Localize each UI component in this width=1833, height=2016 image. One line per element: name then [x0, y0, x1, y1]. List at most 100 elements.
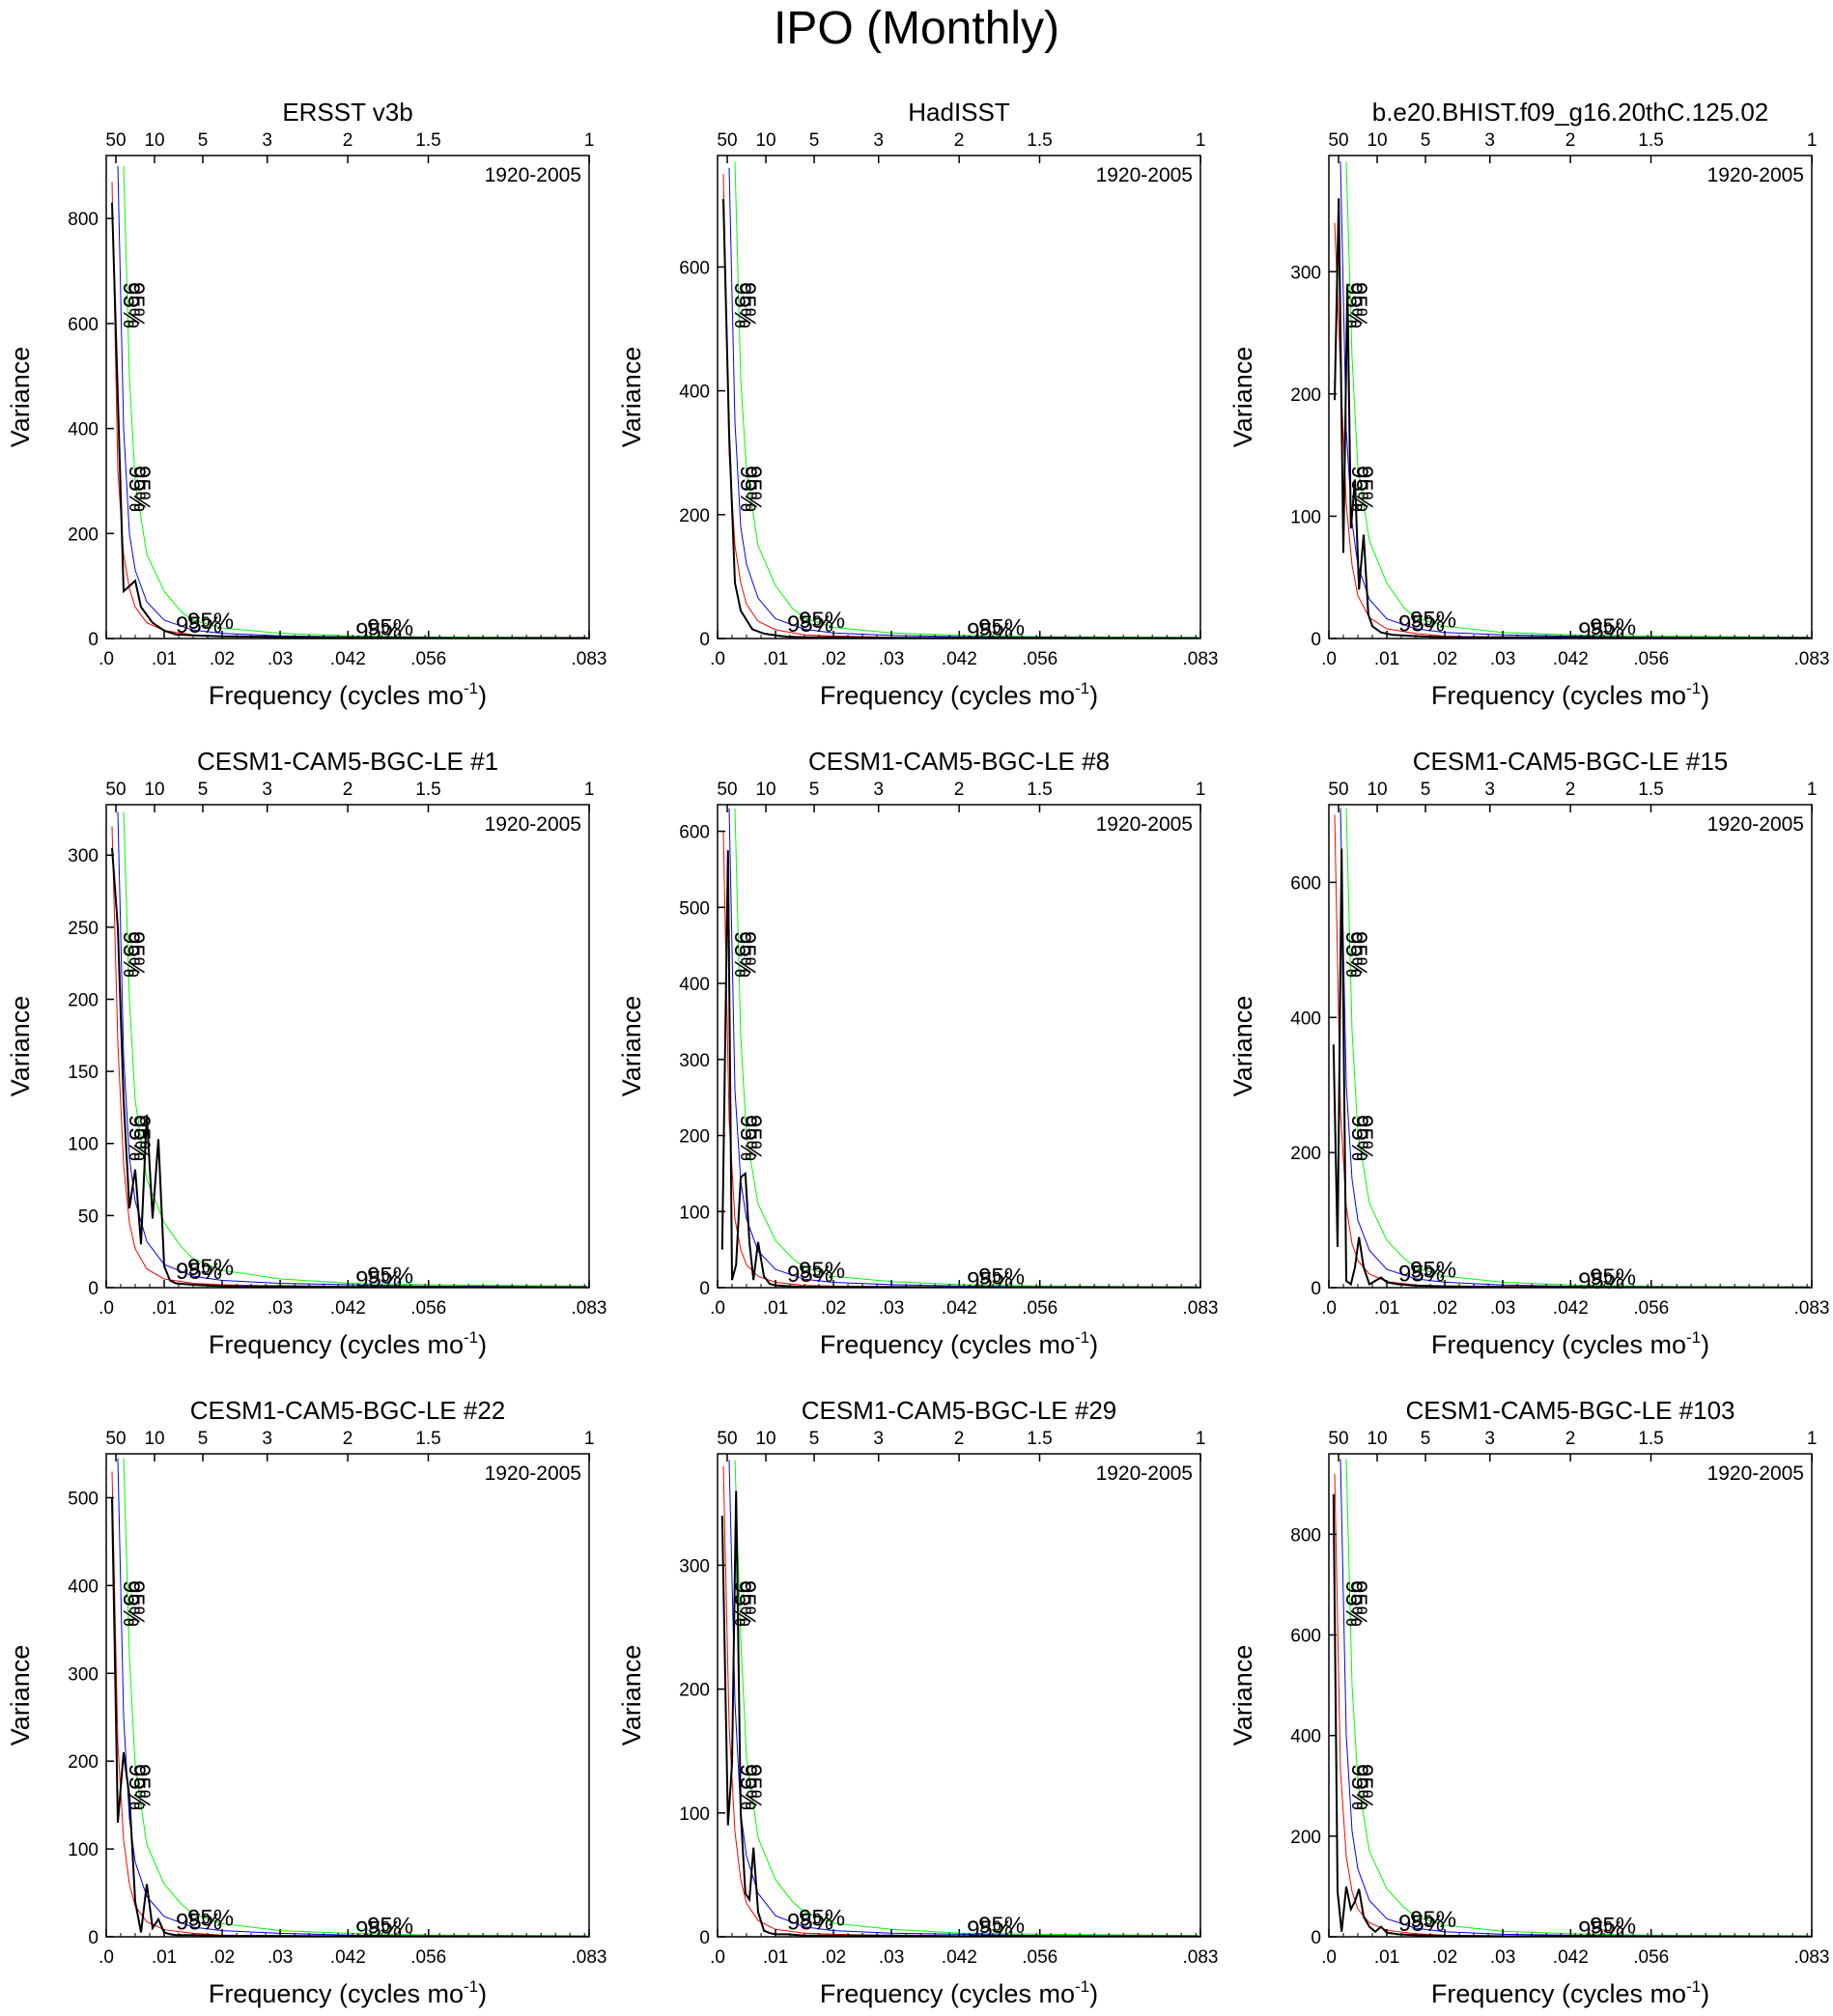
conf-label-vertical: 95%	[734, 931, 760, 978]
x-tick-label: .01	[763, 1947, 788, 1968]
series-spectrum	[111, 1497, 588, 1937]
top-tick-label: 50	[1328, 780, 1348, 800]
top-tick-label: 2	[343, 1429, 353, 1449]
panel-title: CESM1-CAM5-BGC-LE #1	[197, 747, 498, 776]
top-tick-label: 10	[1367, 130, 1387, 151]
top-tick-label: 5	[809, 130, 820, 151]
y-axis-label: Variance	[1228, 347, 1257, 448]
conf-label: 95%	[967, 1268, 1013, 1294]
top-tick-label: 2	[343, 130, 353, 151]
conf-label: 95%	[1590, 1914, 1636, 1940]
conf-label-vertical: 95%	[740, 1115, 766, 1161]
top-tick-label: 1	[1196, 130, 1206, 151]
x-tick-label: .01	[1374, 1298, 1399, 1319]
conf-label-vertical: 95%	[118, 931, 144, 978]
x-axis-label: Frequency (cycles mo-1)	[1431, 1328, 1709, 1359]
x-tick-label: .042	[330, 649, 366, 669]
top-tick-label: 1.5	[1638, 130, 1663, 151]
top-tick-label: 2	[343, 780, 353, 800]
top-tick-label: 2	[954, 130, 965, 151]
conf-label: 95%	[1410, 1258, 1456, 1284]
y-tick-label: 150	[68, 1063, 99, 1083]
x-tick-label: .056	[1633, 1947, 1669, 1968]
top-tick-label: 1.5	[415, 130, 440, 151]
x-tick-label: .03	[1490, 1298, 1515, 1319]
x-tick-label: .042	[1553, 1947, 1589, 1968]
top-tick-label: 3	[873, 130, 884, 151]
y-axis-label: Variance	[6, 1645, 35, 1746]
conf-label: 95%	[355, 1917, 402, 1944]
conf-label: 95%	[187, 609, 234, 635]
series-conf-blue	[728, 808, 1199, 1288]
x-tick-label: .01	[763, 649, 788, 669]
top-tick-label: 50	[1328, 1429, 1348, 1449]
series-red-noise	[722, 1465, 1199, 1937]
conf-label: 95%	[978, 614, 1025, 640]
conf-label: 95%	[187, 1255, 234, 1281]
series-red-noise	[111, 826, 588, 1288]
top-tick-label: 1	[584, 1429, 595, 1449]
conf-label-vertical: 95%	[1346, 1115, 1372, 1161]
series-red-noise	[1334, 1473, 1811, 1937]
top-tick-label: 1.5	[1027, 780, 1052, 800]
conf-label: 95%	[978, 1913, 1025, 1939]
top-tick-label: 1	[584, 130, 595, 151]
plot-frame	[717, 1453, 1201, 1938]
y-tick-label: 300	[1290, 263, 1321, 283]
x-tick-label: .01	[1374, 1947, 1399, 1968]
y-tick-label: 400	[1290, 1727, 1321, 1747]
x-tick-label: .083	[1183, 1298, 1219, 1319]
series-red-noise	[111, 1471, 588, 1937]
y-tick-label: 0	[699, 630, 710, 650]
top-tick-label: 5	[1421, 130, 1431, 151]
series-spectrum	[720, 1491, 1199, 1937]
period-label: 1920-2005	[485, 164, 581, 186]
top-tick-label: 5	[198, 130, 209, 151]
top-tick-label: 50	[717, 780, 737, 800]
plot-frame	[105, 1453, 590, 1938]
x-tick-label: .056	[410, 1947, 446, 1968]
conf-label-vertical: 95%	[123, 282, 149, 328]
y-tick-label: 200	[679, 506, 710, 526]
top-tick-label: 1.5	[1638, 1429, 1663, 1449]
conf-label: 95%	[355, 1267, 402, 1293]
y-tick-label: 200	[68, 525, 99, 545]
x-tick-label: .02	[1432, 1298, 1457, 1319]
conf-label-vertical: 95%	[123, 931, 149, 978]
conf-label-vertical: 95%	[729, 1580, 755, 1627]
conf-label: 95%	[1398, 611, 1445, 638]
conf-label-vertical: 95%	[1345, 1580, 1371, 1627]
x-tick-label: .0	[99, 1298, 114, 1319]
top-tick-label: 10	[144, 780, 164, 800]
conf-label-vertical: 95%	[1340, 931, 1367, 978]
top-tick-label: 3	[873, 1429, 884, 1449]
spectrum-panel: 95%95%95%95%95%95% 95%95%.0.01.02.03.042.…	[1228, 1396, 1829, 2008]
top-tick-label: 50	[105, 1429, 126, 1449]
series-conf-green	[734, 1460, 1199, 1937]
top-tick-label: 10	[144, 1429, 164, 1449]
top-tick-label: 2	[1565, 780, 1576, 800]
series-red-noise	[1334, 814, 1811, 1288]
x-axis-label: Frequency (cycles mo-1)	[209, 1328, 487, 1359]
x-tick-label: .083	[1183, 1947, 1219, 1968]
x-tick-label: .02	[821, 1298, 846, 1319]
top-tick-label: 2	[954, 780, 965, 800]
top-tick-label: 1.5	[415, 1429, 440, 1449]
y-tick-label: 100	[679, 1203, 710, 1223]
series-conf-blue	[1340, 161, 1811, 639]
top-tick-label: 2	[1565, 130, 1576, 151]
x-tick-label: .083	[572, 1298, 607, 1319]
y-tick-label: 800	[68, 210, 99, 230]
top-tick-label: 50	[717, 130, 737, 151]
conf-label-vertical: 95%	[734, 1580, 760, 1627]
y-tick-label: 400	[68, 420, 99, 440]
spectrum-panel: 95%95%95%95%95%95% 95%95%.0.01.02.03.042.…	[617, 98, 1218, 710]
conf-label-vertical: 95%	[1340, 282, 1367, 328]
x-tick-label: .02	[210, 1298, 235, 1319]
conf-label: 95%	[1398, 1911, 1445, 1937]
panel-title: CESM1-CAM5-BGC-LE #29	[802, 1396, 1117, 1425]
top-tick-label: 10	[755, 780, 776, 800]
y-tick-label: 0	[1311, 1928, 1321, 1948]
plot-frame	[105, 804, 590, 1289]
panel-title: CESM1-CAM5-BGC-LE #15	[1413, 747, 1729, 776]
